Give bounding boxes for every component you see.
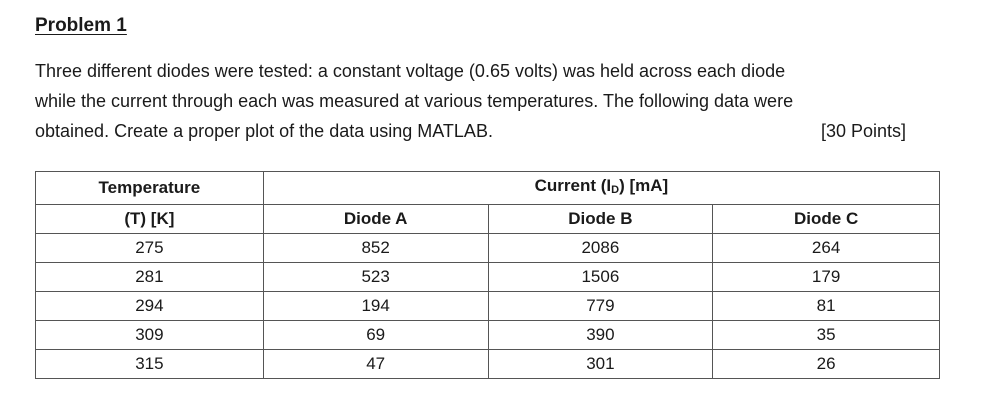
- diode-c-cell: 26: [712, 349, 940, 379]
- diode-c-cell: 179: [712, 262, 940, 292]
- diode-b-cell: 301: [487, 349, 714, 379]
- temperature-cell: 294: [35, 291, 264, 321]
- table-row: 309 69 390 35: [35, 320, 940, 350]
- statement-line-3: obtained. Create a proper plot of the da…: [35, 121, 493, 141]
- statement-line-1: Three different diodes were tested: a co…: [35, 61, 786, 81]
- diode-c-cell: 35: [712, 320, 940, 350]
- current-header: Current (ID) [mA]: [262, 171, 941, 205]
- table-row: 315 47 301 26: [35, 349, 940, 379]
- diode-data-table: Temperature Current (ID) [mA] (T) [K] Di…: [35, 171, 941, 379]
- points-label: [30 Points]: [820, 121, 906, 141]
- diode-b-cell: 390: [487, 320, 714, 350]
- diode-a-cell: 194: [262, 291, 489, 321]
- table-header-row-2: (T) [K] Diode A Diode B Diode C: [35, 204, 940, 234]
- problem-statement: Three different diodes were tested: a co…: [35, 56, 940, 146]
- temperature-header-line-2: (T) [K]: [35, 204, 264, 234]
- diode-a-cell: 69: [262, 320, 489, 350]
- temperature-header-line-1: Temperature: [35, 171, 264, 205]
- diode-a-cell: 523: [262, 262, 489, 292]
- temperature-cell: 275: [35, 233, 264, 263]
- diode-b-header: Diode B: [487, 204, 714, 234]
- problem-page: Problem 1 Three different diodes were te…: [35, 14, 941, 379]
- temperature-cell: 315: [35, 349, 264, 379]
- diode-c-cell: 81: [712, 291, 940, 321]
- table-row: 275 852 2086 264: [35, 233, 940, 263]
- table-header-row-1: Temperature Current (ID) [mA]: [35, 171, 941, 205]
- problem-title: Problem 1: [35, 15, 127, 36]
- table-row: 294 194 779 81: [35, 291, 940, 321]
- diode-b-cell: 779: [487, 291, 714, 321]
- table-row: 281 523 1506 179: [35, 262, 940, 292]
- statement-line-2: while the current through each was measu…: [35, 91, 794, 111]
- diode-a-header: Diode A: [262, 204, 489, 234]
- diode-b-cell: 2086: [487, 233, 714, 263]
- diode-a-cell: 852: [262, 233, 489, 263]
- diode-c-header: Diode C: [712, 204, 940, 234]
- temperature-cell: 281: [35, 262, 264, 292]
- temperature-cell: 309: [35, 320, 264, 350]
- diode-b-cell: 1506: [487, 262, 714, 292]
- diode-c-cell: 264: [712, 233, 940, 263]
- diode-a-cell: 47: [262, 349, 489, 379]
